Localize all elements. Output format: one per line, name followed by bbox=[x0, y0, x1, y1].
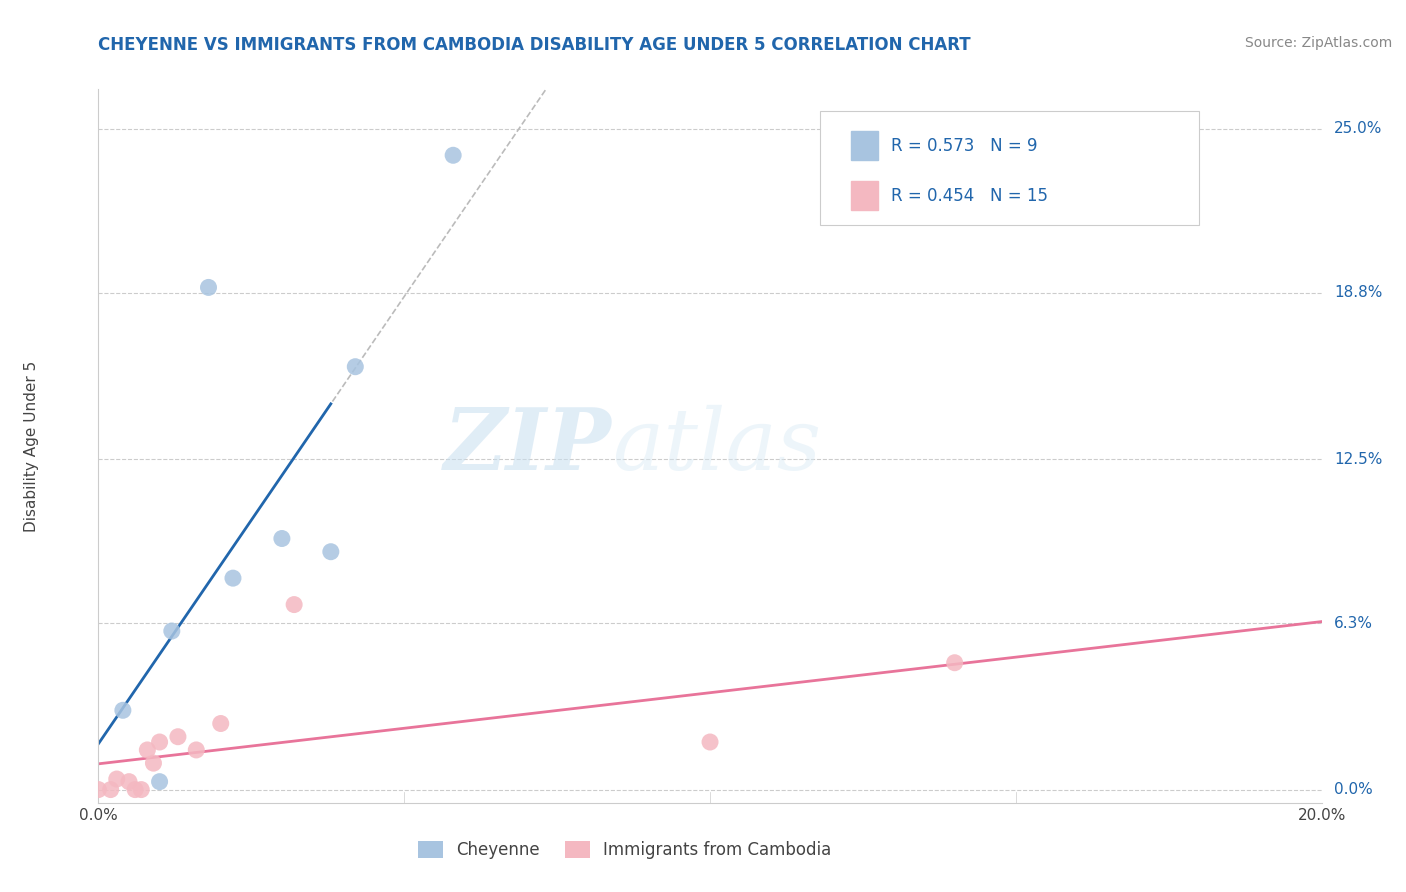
Point bbox=[167, 730, 190, 744]
Point bbox=[270, 532, 292, 546]
Point bbox=[105, 772, 128, 786]
Text: 0.0%: 0.0% bbox=[1334, 782, 1372, 797]
Point bbox=[344, 359, 367, 374]
Text: R = 0.454   N = 15: R = 0.454 N = 15 bbox=[891, 186, 1047, 204]
Legend: Cheyenne, Immigrants from Cambodia: Cheyenne, Immigrants from Cambodia bbox=[411, 834, 838, 866]
Text: Source: ZipAtlas.com: Source: ZipAtlas.com bbox=[1244, 36, 1392, 50]
Text: 25.0%: 25.0% bbox=[1334, 121, 1382, 136]
Point bbox=[149, 735, 172, 749]
Point bbox=[186, 743, 208, 757]
Point bbox=[118, 774, 141, 789]
Point bbox=[319, 545, 342, 559]
Point bbox=[136, 743, 159, 757]
Point bbox=[160, 624, 183, 638]
FancyBboxPatch shape bbox=[851, 181, 877, 210]
Point bbox=[699, 735, 721, 749]
Point bbox=[283, 598, 305, 612]
Point bbox=[87, 782, 110, 797]
Point bbox=[441, 148, 464, 162]
Point bbox=[149, 774, 172, 789]
Point bbox=[100, 782, 122, 797]
Text: atlas: atlas bbox=[612, 405, 821, 487]
Point bbox=[197, 280, 219, 294]
Point bbox=[209, 716, 232, 731]
Point bbox=[222, 571, 245, 585]
Text: CHEYENNE VS IMMIGRANTS FROM CAMBODIA DISABILITY AGE UNDER 5 CORRELATION CHART: CHEYENNE VS IMMIGRANTS FROM CAMBODIA DIS… bbox=[98, 36, 972, 54]
Point bbox=[124, 782, 146, 797]
FancyBboxPatch shape bbox=[820, 111, 1199, 225]
Point bbox=[142, 756, 165, 771]
Point bbox=[129, 782, 152, 797]
Point bbox=[111, 703, 134, 717]
Point bbox=[943, 656, 966, 670]
Text: 18.8%: 18.8% bbox=[1334, 285, 1382, 301]
Text: 6.3%: 6.3% bbox=[1334, 615, 1372, 631]
FancyBboxPatch shape bbox=[851, 131, 877, 160]
Text: Disability Age Under 5: Disability Age Under 5 bbox=[24, 360, 38, 532]
Text: 12.5%: 12.5% bbox=[1334, 451, 1382, 467]
Text: R = 0.573   N = 9: R = 0.573 N = 9 bbox=[891, 136, 1038, 154]
Text: ZIP: ZIP bbox=[444, 404, 612, 488]
